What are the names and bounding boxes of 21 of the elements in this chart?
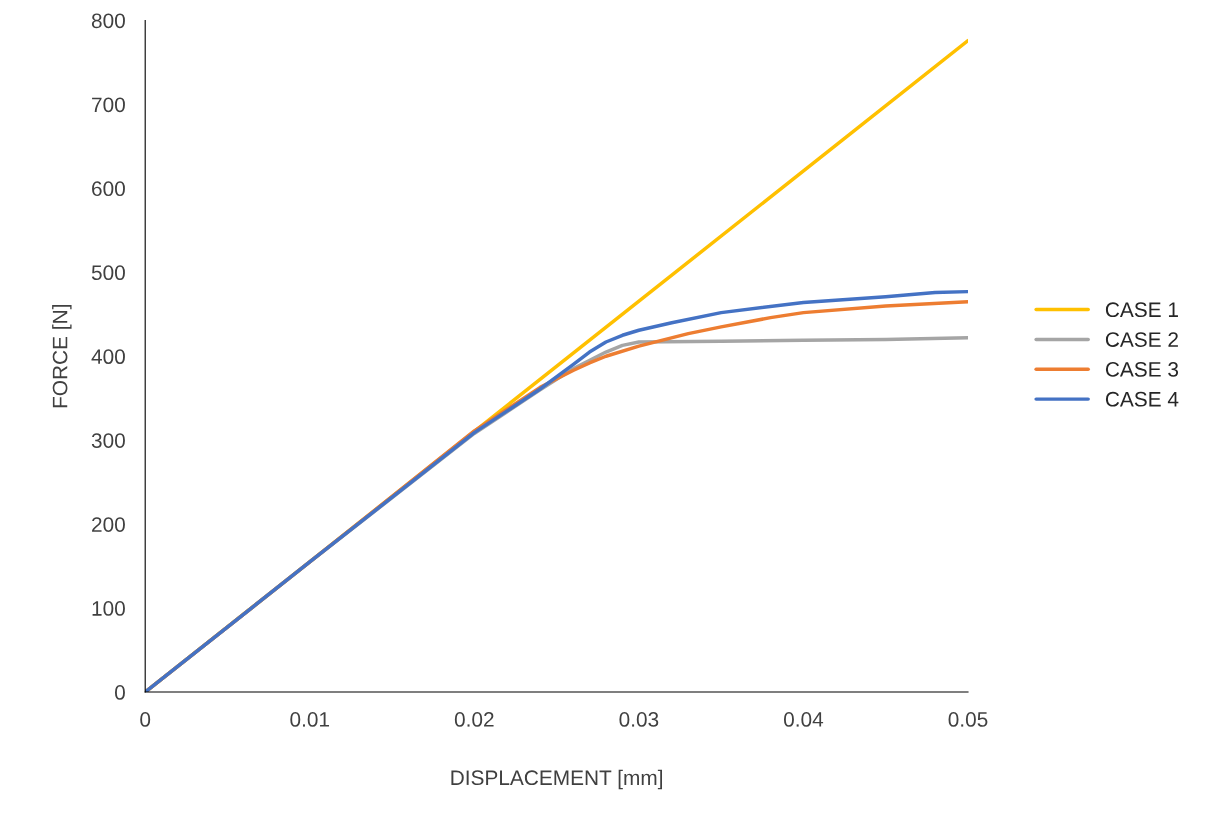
legend-label: CASE 1: [1105, 302, 1178, 318]
y-tick-label: 300: [91, 433, 125, 448]
x-axis-title: DISPLACEMENT [mm]: [451, 769, 662, 790]
y-tick-label: 800: [91, 13, 125, 29]
legend-label: CASE 2: [1105, 332, 1178, 347]
x-tick-label: 0: [140, 712, 151, 727]
x-tick-label: 0.02: [454, 712, 494, 727]
y-axis-title: FORCE [N]: [52, 305, 72, 408]
y-tick-label: 500: [91, 265, 125, 281]
x-tick-label: 0.01: [290, 712, 330, 727]
y-tick-label: 0: [114, 685, 125, 700]
legend-label: CASE 3: [1105, 362, 1179, 377]
y-tick-label: 100: [92, 601, 125, 616]
y-tick-label: 700: [92, 97, 125, 113]
y-tick-label: 400: [91, 349, 125, 365]
legend-label: CASE 4: [1105, 391, 1179, 407]
y-tick-label: 200: [92, 517, 125, 532]
x-tick-label: 0.03: [619, 712, 659, 727]
y-tick-label: 600: [92, 181, 125, 197]
x-tick-label: 0.04: [783, 712, 824, 727]
x-tick-label: 0.05: [948, 712, 988, 727]
